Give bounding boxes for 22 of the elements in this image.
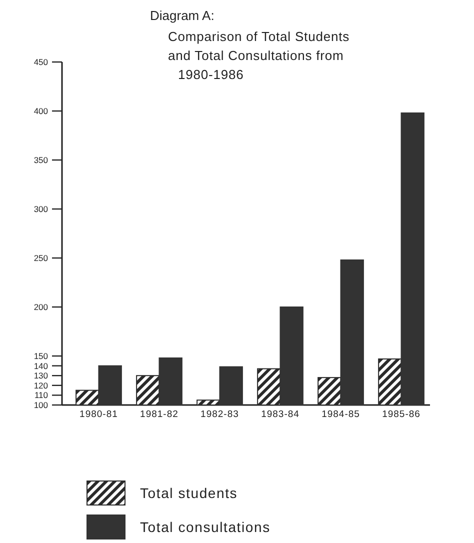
chart-subtitle: Comparison of Total Students and Total Consultations from 1980-1986 (168, 29, 350, 82)
x-tick-label: 1984-85 (322, 409, 360, 420)
y-tick-label: 130 (34, 370, 48, 381)
chart-title: Diagram A: (150, 8, 214, 23)
y-tick-label: 400 (34, 106, 48, 116)
y-tick-label: 450 (34, 56, 48, 67)
legend-label: Total students (140, 484, 238, 501)
y-tick-label: 300 (34, 204, 48, 214)
x-tick-label: 1985-86 (382, 409, 420, 420)
y-tick-label: 250 (34, 252, 48, 263)
y-tick-label: 140 (34, 360, 48, 371)
legend-label: Total consultations (140, 518, 270, 535)
x-tick-label: 1980-81 (80, 409, 118, 420)
x-tick-label: 1981-82 (140, 409, 178, 420)
y-tick-label: 100 (34, 400, 48, 410)
y-tick-label: 150 (34, 350, 48, 361)
y-tick-label: 350 (34, 154, 48, 165)
y-tick-label: 200 (34, 302, 48, 312)
y-tick-label: 110 (34, 390, 48, 400)
x-tick-label: 1983-84 (261, 409, 300, 420)
x-tick-label: 1982-83 (200, 409, 239, 420)
y-tick-label: 120 (34, 380, 48, 390)
